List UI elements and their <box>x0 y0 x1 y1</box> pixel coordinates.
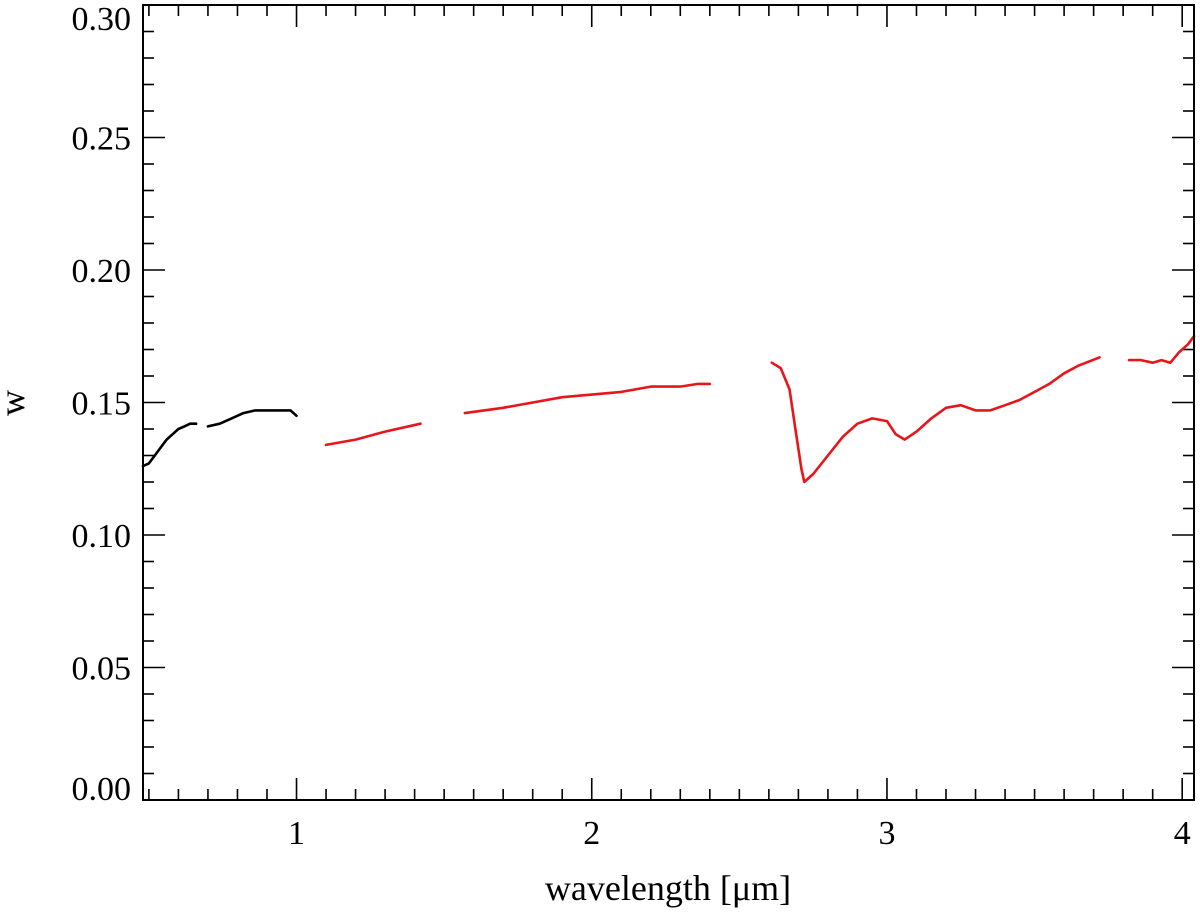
y-tick-label: 0.25 <box>72 121 132 158</box>
plot-frame <box>142 4 1195 801</box>
y-tick-label: 0.20 <box>72 253 132 290</box>
axis-ticks <box>143 4 1194 801</box>
series-0-segment <box>141 422 198 468</box>
y-tick-label: 0.10 <box>72 518 132 555</box>
series-1-segment <box>1127 334 1196 364</box>
y-tick-label: 0.15 <box>72 386 132 423</box>
x-tick-label: 1 <box>288 815 305 852</box>
series-1-segment <box>324 422 422 447</box>
y-tick-label: 0.05 <box>72 651 132 688</box>
y-tick-label: 0.00 <box>72 771 132 808</box>
x-axis-label: wavelength [μm] <box>545 868 791 908</box>
y-axis-label: w <box>0 390 32 416</box>
series-0-segment <box>206 409 298 428</box>
data-series <box>141 334 1196 484</box>
y-tick-label: 0.30 <box>72 1 132 38</box>
x-tick-label: 2 <box>583 815 600 852</box>
series-1-segment <box>463 382 712 415</box>
x-tick-label: 3 <box>878 815 895 852</box>
tick-labels: 1 2 3 4 0.00 0.05 0.10 0.15 0.20 0.25 0.30 <box>72 1 1191 852</box>
series-1-segment <box>770 356 1101 484</box>
x-tick-label: 4 <box>1174 815 1191 852</box>
